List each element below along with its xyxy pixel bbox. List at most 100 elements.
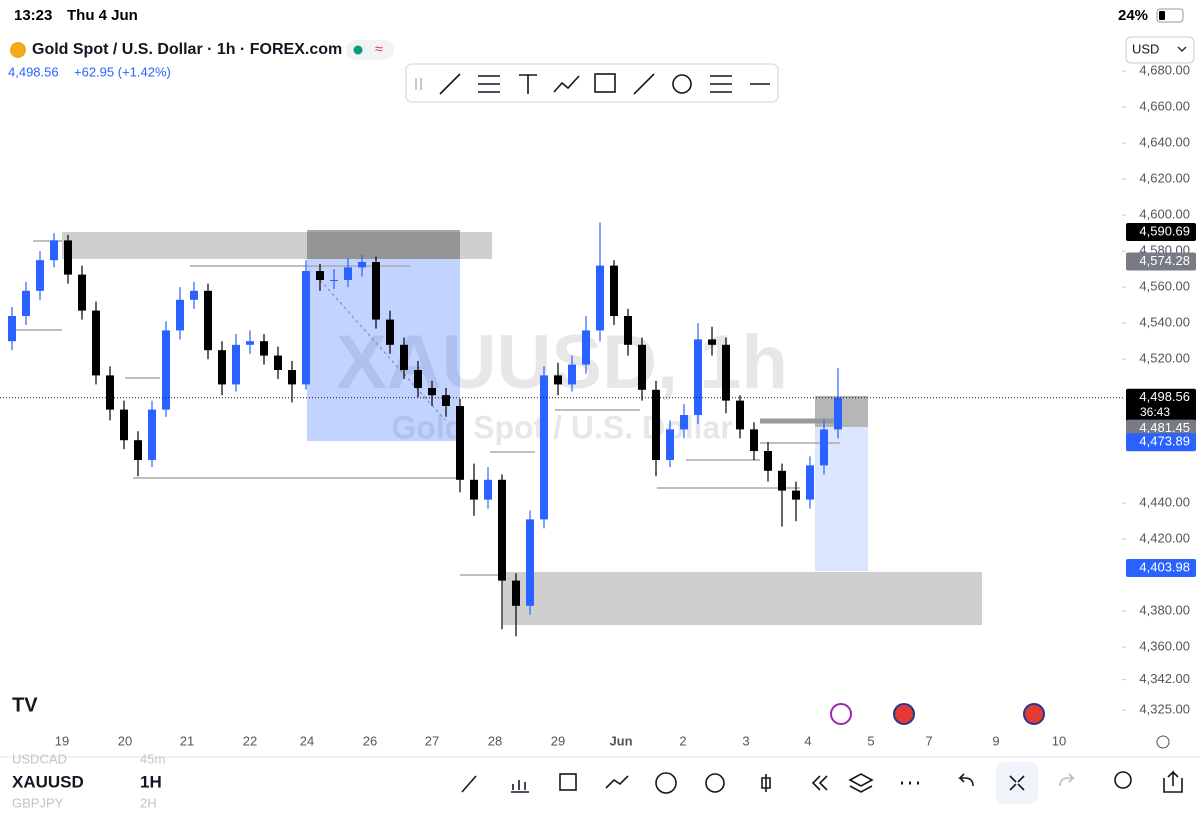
candle-body: [484, 479, 492, 500]
price-tag: [1126, 559, 1196, 578]
candle-body: [442, 395, 450, 406]
candle-body: [834, 397, 842, 430]
price-tag: [1126, 433, 1196, 452]
candle-body: [8, 316, 16, 342]
currency-button[interactable]: [1125, 36, 1195, 64]
drawing-zone: [307, 230, 460, 259]
candle-body: [148, 409, 156, 460]
candle-body: [652, 389, 660, 460]
x-tick-label: 21: [180, 733, 194, 748]
x-tick-label: 10: [1052, 733, 1066, 748]
candle-body: [624, 316, 632, 345]
candle-body: [694, 339, 702, 415]
exit-fullscreen-button[interactable]: [1009, 775, 1025, 791]
x-tick-label: 3: [742, 733, 749, 748]
price-tag-label: 4,590.69: [1139, 223, 1190, 238]
indicators-button[interactable]: [511, 780, 529, 793]
candle-body: [778, 470, 786, 491]
candle-body: [274, 355, 282, 370]
currency-label: USD: [1132, 41, 1159, 56]
candle-body: [218, 350, 226, 385]
candle-body: [680, 415, 688, 430]
candle-body: [232, 344, 240, 385]
drag-handle[interactable]: [415, 78, 422, 90]
candle-body: [134, 440, 142, 460]
toolbar-panel: [405, 63, 779, 103]
replay-button[interactable]: [811, 775, 828, 791]
price-tag: [1126, 419, 1196, 438]
layers-button[interactable]: [848, 773, 874, 793]
battery-fill: [1159, 11, 1165, 20]
layouts-button[interactable]: [559, 773, 577, 791]
price-tag-label: 4,481.45: [1139, 420, 1190, 435]
countdown: 36:43: [1140, 405, 1170, 419]
market-open-dot: [353, 45, 363, 55]
active-interval[interactable]: 1H: [140, 772, 162, 791]
x-tick-label: 2: [679, 733, 686, 748]
candle-body: [806, 465, 814, 500]
settings-icon[interactable]: [1156, 735, 1170, 749]
y-tick-label: 4,660.00: [1139, 99, 1190, 114]
watchlist-interval[interactable]: 2H: [140, 795, 157, 810]
price-tag-label: 4,403.98: [1139, 559, 1190, 574]
candle-body: [78, 274, 86, 311]
status-time: 13:23: [14, 7, 52, 24]
symbol-icon: [10, 42, 26, 58]
active-symbol[interactable]: XAUUSD: [12, 772, 84, 791]
candle-body: [372, 262, 380, 320]
y-tick-label: 4,342.00: [1139, 671, 1190, 686]
redo-button[interactable]: [1059, 773, 1075, 787]
event-icon[interactable]: [830, 703, 852, 725]
candle-body: [708, 339, 716, 345]
arrow-tool[interactable]: [633, 73, 655, 95]
idea-button[interactable]: [1114, 771, 1132, 789]
position-tool[interactable]: [710, 75, 732, 93]
y-tick-label: 4,680.00: [1139, 63, 1190, 78]
symbol-title[interactable]: Gold Spot / U.S. Dollar · 1h · FOREX.com: [32, 41, 342, 58]
x-tick-label: 7: [925, 733, 932, 748]
watchlist-symbol[interactable]: GBPJPY: [12, 795, 64, 810]
candle-body: [568, 364, 576, 385]
rectangle-tool[interactable]: [594, 73, 616, 93]
candle-body: [470, 479, 478, 500]
text-tool[interactable]: [519, 74, 537, 94]
fullscreen-bg[interactable]: [996, 762, 1038, 804]
cycle-tool[interactable]: [672, 74, 692, 94]
price-tag-label: 4,473.89: [1139, 434, 1190, 449]
candle-body: [204, 290, 212, 351]
price-tag: [1126, 252, 1196, 271]
price-tag: [1126, 388, 1196, 423]
event-flag[interactable]: [893, 703, 915, 725]
candle-body: [162, 330, 170, 410]
trend-line-tool[interactable]: [439, 73, 461, 95]
candle-body: [302, 271, 310, 385]
candle-body: [106, 375, 114, 410]
share-button[interactable]: [1163, 770, 1183, 793]
dropdown-arrow: [1177, 46, 1187, 53]
add-button[interactable]: [655, 772, 677, 794]
draw-button[interactable]: [461, 775, 477, 793]
undo-button[interactable]: [958, 773, 974, 787]
x-tick-label: 22: [243, 733, 257, 748]
y-tick-label: 4,600.00: [1139, 207, 1190, 222]
candle-body: [498, 479, 506, 581]
watchlist-symbol[interactable]: USDCAD: [12, 751, 67, 766]
candle-body: [92, 310, 100, 376]
compare-button[interactable]: [605, 775, 629, 789]
x-tick-label: 4: [804, 733, 811, 748]
status-pill[interactable]: [346, 40, 394, 60]
candle-body: [50, 240, 58, 261]
watchlist-interval[interactable]: 45m: [140, 751, 165, 766]
x-tick-label: 5: [867, 733, 874, 748]
alert-button[interactable]: [705, 773, 725, 793]
chart-type-button[interactable]: [761, 774, 771, 792]
candle-body: [316, 271, 324, 280]
candle-body: [64, 240, 72, 275]
fib-tool[interactable]: [478, 75, 500, 93]
y-tick-label: 4,360.00: [1139, 639, 1190, 654]
path-tool[interactable]: [553, 75, 580, 93]
event-flag[interactable]: [1023, 703, 1045, 725]
x-tick-label: 29: [551, 733, 565, 748]
candle-body: [260, 341, 268, 356]
candle-body: [190, 290, 198, 300]
